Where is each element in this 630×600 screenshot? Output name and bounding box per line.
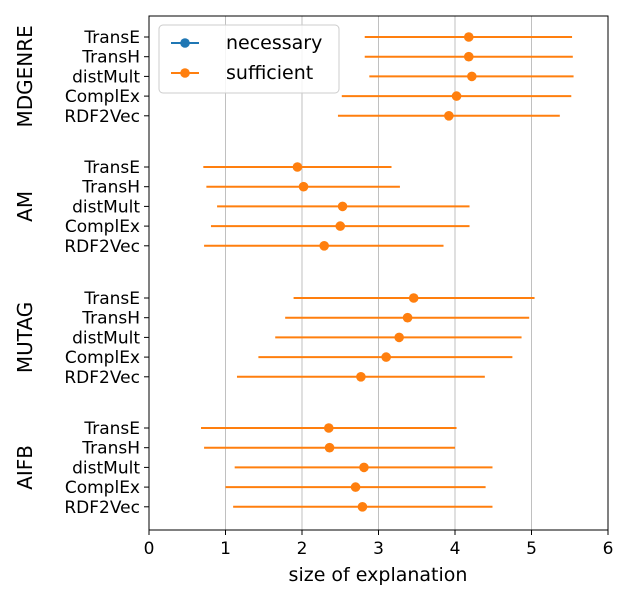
y-tick-label: RDF2Vec bbox=[64, 107, 140, 127]
mean-point-am-transh bbox=[298, 181, 309, 192]
mean-point-aifb-rdf2vec bbox=[357, 502, 368, 512]
y-tick-label: distMult bbox=[72, 67, 140, 87]
x-axis-label: size of explanation bbox=[289, 564, 468, 586]
mean-point-aifb-transe bbox=[323, 423, 334, 433]
group-label-mdgenre: MDGENRE bbox=[13, 25, 37, 127]
mean-point-aifb-transh bbox=[324, 442, 335, 453]
y-tick-label: ComplEx bbox=[65, 478, 140, 498]
legend-marker-necessary bbox=[180, 38, 190, 48]
mean-point-mdgenre-distmult bbox=[467, 71, 477, 82]
legend-label-sufficient: sufficient bbox=[226, 62, 313, 84]
mean-point-mdgenre-rdf2vec bbox=[444, 111, 454, 121]
mean-point-am-transe bbox=[292, 162, 303, 172]
legend-label-necessary: necessary bbox=[226, 32, 322, 54]
mean-point-am-rdf2vec bbox=[319, 241, 329, 251]
error-bars-layer bbox=[201, 32, 574, 512]
y-axis: MDGENRE TransETransHdistMultComplExRDF2Ve… bbox=[13, 25, 149, 518]
x-tick-label: 5 bbox=[526, 539, 537, 559]
legend-box bbox=[158, 24, 340, 94]
y-tick-label: distMult bbox=[72, 197, 140, 217]
grid-layer bbox=[225, 16, 532, 530]
mean-point-mdgenre-transe bbox=[463, 32, 474, 42]
mean-point-aifb-distmult bbox=[359, 462, 369, 473]
y-tick-label: TransH bbox=[81, 309, 140, 329]
mean-point-aifb-complex bbox=[350, 482, 361, 492]
mean-point-mdgenre-transh bbox=[463, 51, 474, 62]
group-label-aifb: AIFB bbox=[13, 445, 37, 490]
y-tick-label: ComplEx bbox=[65, 348, 140, 368]
y-tick-label: RDF2Vec bbox=[64, 498, 140, 518]
y-tick-label: TransH bbox=[81, 48, 140, 68]
mean-point-mutag-transh bbox=[402, 312, 413, 323]
y-tick-label: TransE bbox=[83, 28, 140, 48]
x-axis: 0 1 2 3 4 5 6 bbox=[144, 530, 614, 559]
y-tick-label: distMult bbox=[72, 458, 140, 478]
mean-point-mutag-complex bbox=[381, 352, 391, 362]
group-label-mutag: MUTAG bbox=[13, 302, 37, 373]
y-tick-label: TransH bbox=[81, 178, 140, 198]
mean-point-am-complex bbox=[335, 221, 346, 231]
legend: necessary sufficient bbox=[158, 24, 340, 94]
x-tick-label: 1 bbox=[220, 539, 231, 559]
mean-point-mutag-transe bbox=[408, 293, 419, 303]
y-tick-label: ComplEx bbox=[65, 87, 140, 107]
mean-point-mutag-rdf2vec bbox=[356, 372, 366, 382]
y-tick-label: TransH bbox=[81, 439, 140, 459]
group-label-am: AM bbox=[13, 191, 37, 222]
x-tick-label: 0 bbox=[144, 539, 155, 559]
mean-point-mutag-distmult bbox=[394, 332, 404, 343]
y-tick-label: ComplEx bbox=[65, 217, 140, 237]
y-tick-label: RDF2Vec bbox=[64, 237, 140, 257]
x-tick-label: 3 bbox=[373, 539, 384, 559]
x-tick-label: 2 bbox=[297, 539, 308, 559]
mean-point-mdgenre-complex bbox=[451, 91, 462, 101]
x-tick-label: 6 bbox=[603, 539, 614, 559]
y-tick-label: TransE bbox=[83, 419, 140, 439]
mean-point-am-distmult bbox=[337, 201, 348, 212]
y-tick-label: TransE bbox=[83, 158, 140, 178]
legend-marker-sufficient bbox=[180, 68, 190, 78]
x-tick-label: 4 bbox=[450, 539, 461, 559]
y-tick-label: distMult bbox=[72, 328, 140, 348]
y-tick-label: RDF2Vec bbox=[64, 368, 140, 388]
y-tick-label: TransE bbox=[83, 289, 140, 309]
